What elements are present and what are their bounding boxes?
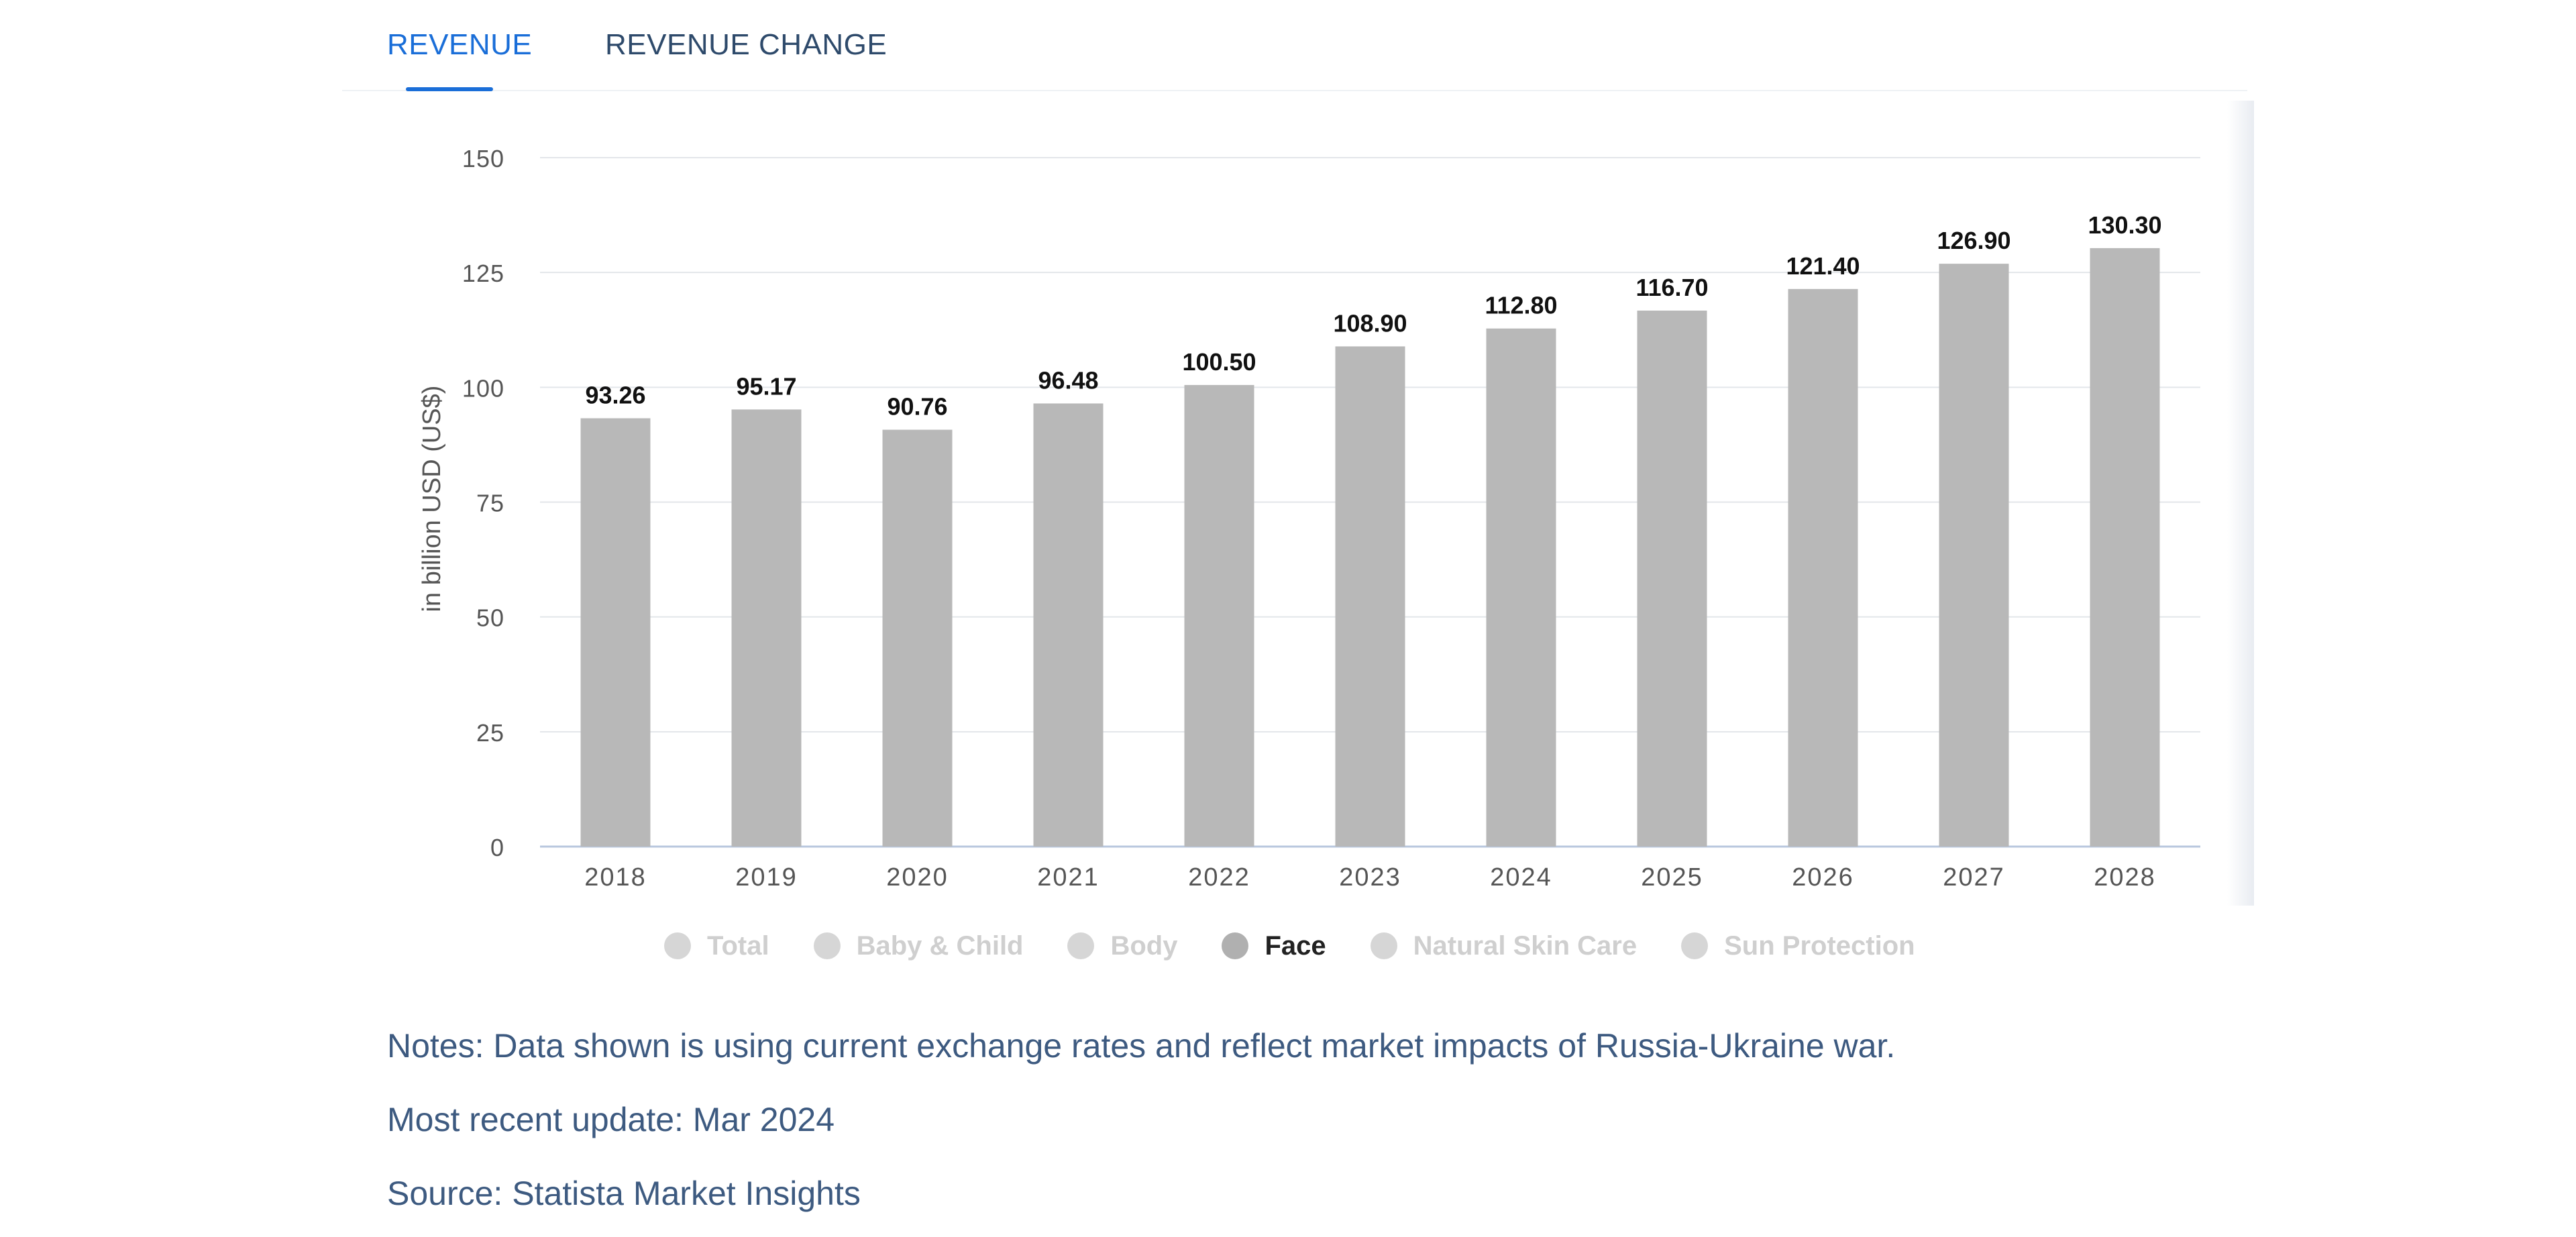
revenue-bar-chart: 0 25 50 75 100 125 150 in billion USD (US$) 93.2… [418, 145, 2200, 892]
legend-dot-icon [664, 932, 691, 959]
legend-item-baby-child[interactable]: Baby & Child [813, 930, 1024, 961]
legend-dot-icon [813, 932, 841, 959]
y-tick-label: 75 [476, 490, 504, 517]
bar-value-label: 100.50 [1182, 348, 1256, 376]
bar [1033, 403, 1104, 847]
bar-value-label: 108.90 [1333, 309, 1407, 337]
legend-item-face[interactable]: Face [1222, 931, 1326, 961]
x-tick-label: 2028 [2094, 863, 2156, 892]
legend-label: Body [1110, 930, 1178, 961]
tab-revenue-change[interactable]: REVENUE CHANGE [605, 28, 888, 61]
y-tick-label: 125 [462, 260, 504, 287]
bar-value-label: 116.70 [1635, 274, 1708, 301]
chart-panel-shadow [2227, 101, 2254, 906]
legend-item-body[interactable]: Body [1067, 931, 1177, 961]
legend-dot-icon [1067, 932, 1095, 959]
legend-label: Sun Protection [1724, 930, 1915, 961]
bar [1184, 384, 1254, 847]
y-tick-label: 100 [462, 374, 504, 402]
bar [1335, 346, 1405, 847]
chart-legend: Total Baby & Child Body Face Natural Skin Ca… [664, 924, 1960, 967]
x-tick-label: 2020 [886, 863, 949, 892]
legend-dot-icon [1222, 932, 1249, 959]
bar [1486, 328, 1556, 847]
bar-value-label: 93.26 [585, 381, 645, 409]
legend-item-total[interactable]: Total [664, 931, 769, 961]
bar-value-label: 96.48 [1038, 366, 1098, 394]
chart-update-date: Most recent update: Mar 2024 [387, 1101, 835, 1138]
tab-bar: REVENUE REVENUE CHANGE [342, 0, 2247, 91]
legend-dot-icon [1370, 932, 1397, 959]
bar [2090, 248, 2160, 847]
legend-dot-icon [1681, 932, 1709, 959]
legend-item-natural-skin-care[interactable]: Natural Skin Care [1370, 930, 1638, 961]
bar [1788, 288, 1858, 847]
bar [1939, 264, 2009, 847]
bar [731, 409, 802, 847]
legend-label: Total [707, 930, 769, 961]
bar [882, 429, 953, 847]
chart-source: Source: Statista Market Insights [387, 1175, 861, 1212]
x-tick-label: 2018 [584, 863, 647, 892]
y-tick-label: 50 [476, 604, 504, 632]
bar-value-label: 90.76 [887, 393, 947, 421]
tab-revenue[interactable]: REVENUE [387, 28, 533, 61]
active-tab-indicator [406, 87, 493, 91]
bar-value-label: 95.17 [736, 372, 796, 400]
bar-value-label: 126.90 [1937, 227, 2010, 254]
bar [1637, 310, 1707, 847]
x-tick-label: 2025 [1641, 863, 1703, 892]
legend-item-sun-protection[interactable]: Sun Protection [1681, 931, 1915, 961]
legend-label: Face [1265, 930, 1326, 961]
y-tick-label: 150 [462, 145, 504, 172]
x-tick-label: 2026 [1792, 863, 1854, 892]
x-tick-label: 2019 [735, 863, 798, 892]
bar-value-label: 112.80 [1485, 292, 1557, 319]
legend-label: Natural Skin Care [1413, 930, 1638, 961]
x-tick-label: 2022 [1188, 863, 1250, 892]
x-tick-label: 2023 [1339, 863, 1401, 892]
x-tick-label: 2027 [1943, 863, 2005, 892]
y-tick-label: 25 [476, 719, 504, 747]
y-axis-label: in billion USD (US$) [418, 386, 446, 612]
x-tick-label: 2021 [1037, 863, 1099, 892]
bar [580, 418, 651, 847]
bar-value-label: 121.40 [1786, 252, 1860, 280]
y-tick-label: 0 [490, 834, 504, 861]
x-tick-label: 2024 [1490, 863, 1552, 892]
legend-label: Baby & Child [856, 930, 1024, 961]
chart-notes: Notes: Data shown is using current excha… [387, 1027, 1896, 1065]
bar-value-label: 130.30 [2088, 211, 2161, 239]
